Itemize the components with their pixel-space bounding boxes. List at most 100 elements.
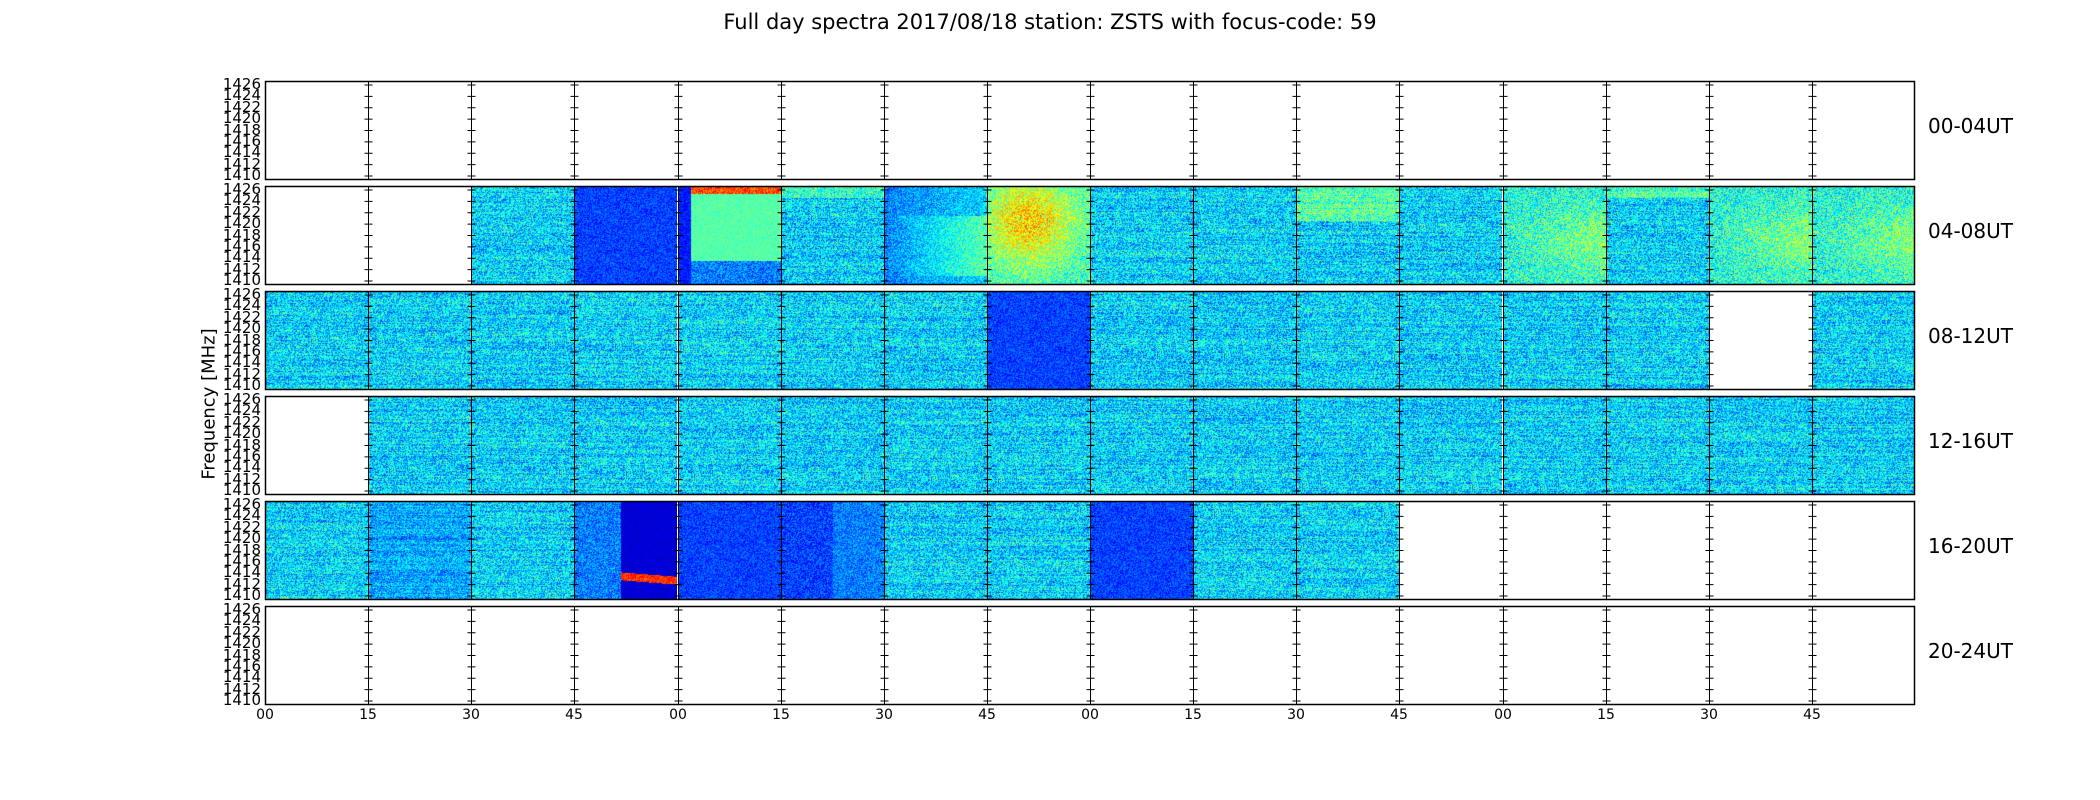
row-label: 00-04UT xyxy=(1928,114,2013,138)
y-tick-label: 1422 xyxy=(222,517,261,536)
y-tick-label: 1412 xyxy=(222,364,261,383)
spectrum-cell xyxy=(1399,291,1502,390)
spectrum-cell xyxy=(781,186,884,285)
spectrum-cell xyxy=(471,291,574,390)
y-tick-label: 1424 xyxy=(222,86,261,105)
spectrum-cell xyxy=(574,291,677,390)
spectrum-cell xyxy=(471,186,574,285)
row-frame xyxy=(264,395,1916,496)
spectrum-cell xyxy=(1399,396,1502,495)
x-tick-label: 15 xyxy=(1184,707,1202,723)
y-tick-label: 1420 xyxy=(222,319,261,338)
x-tick-label: 15 xyxy=(1597,707,1615,723)
spectrum-cell xyxy=(1812,186,1915,285)
spectrum-cell xyxy=(1812,396,1915,495)
y-tick-label: 1422 xyxy=(222,412,261,431)
x-tick-label: 00 xyxy=(256,707,274,723)
spectrum-cell xyxy=(1606,186,1709,285)
y-tick-label: 1412 xyxy=(222,679,261,698)
spectra-row xyxy=(264,500,1916,601)
y-tick-label: 1418 xyxy=(222,120,261,139)
spectrum-cell xyxy=(1296,186,1399,285)
spectra-row xyxy=(264,605,1916,706)
x-tick-label: 45 xyxy=(565,707,583,723)
y-tick-label: 1424 xyxy=(222,401,261,420)
y-tick-label: 1420 xyxy=(222,214,261,233)
spectrum-cell xyxy=(987,396,1090,495)
spectrum-cell xyxy=(368,291,471,390)
row-frame xyxy=(264,500,1916,601)
y-tick-label: 1414 xyxy=(222,353,261,372)
row-frame xyxy=(264,290,1916,391)
y-tick-label: 1414 xyxy=(222,458,261,477)
spectrum-cell xyxy=(678,396,781,495)
y-tick-label: 1426 xyxy=(222,390,261,408)
spectra-row xyxy=(264,80,1916,181)
y-tick-label: 1426 xyxy=(222,495,261,513)
spectrum-cell xyxy=(1090,396,1193,495)
row-label: 12-16UT xyxy=(1928,429,2013,453)
y-tick-label: 1416 xyxy=(222,446,261,465)
spectrum-cell xyxy=(884,186,987,285)
y-tick-label: 1414 xyxy=(222,563,261,582)
y-tick-label: 1422 xyxy=(222,97,261,116)
y-tick-label: 1426 xyxy=(222,75,261,93)
y-tick-label: 1418 xyxy=(222,645,261,664)
y-tick-label: 1416 xyxy=(222,341,261,360)
y-tick-label: 1410 xyxy=(222,481,261,499)
y-tick-label: 1424 xyxy=(222,611,261,630)
spectrum-cell xyxy=(1606,291,1709,390)
row-label: 20-24UT xyxy=(1928,639,2013,663)
y-tick-label: 1424 xyxy=(222,506,261,525)
spectrum-cell xyxy=(884,396,987,495)
spectrum-cell xyxy=(987,501,1090,600)
x-tick-label: 15 xyxy=(772,707,790,723)
spectrum-cell xyxy=(678,501,781,600)
spectrum-cell xyxy=(1193,501,1296,600)
spectrum-cell xyxy=(884,501,987,600)
y-tick-label: 1414 xyxy=(222,668,261,687)
spectrum-cell xyxy=(781,501,884,600)
y-tick-label: 1422 xyxy=(222,202,261,221)
spectrum-cell xyxy=(265,291,368,390)
y-tick-label: 1424 xyxy=(222,191,261,210)
spectrum-cell xyxy=(987,291,1090,390)
y-tick-label: 1418 xyxy=(222,435,261,454)
row-label: 08-12UT xyxy=(1928,324,2013,348)
y-tick-label: 1410 xyxy=(222,586,261,604)
spectra-row xyxy=(264,395,1916,496)
spectrum-cell xyxy=(1399,186,1502,285)
x-tick-label: 30 xyxy=(462,707,480,723)
y-tick-label: 1416 xyxy=(222,236,261,255)
y-tick-label: 1418 xyxy=(222,225,261,244)
spectrum-cell xyxy=(781,396,884,495)
y-tick-label: 1426 xyxy=(222,600,261,618)
spectrum-cell xyxy=(1296,501,1399,600)
spectrum-cell xyxy=(368,396,471,495)
spectrum-cell xyxy=(1193,396,1296,495)
x-tick-label: 00 xyxy=(1494,707,1512,723)
spectrum-cell xyxy=(1812,291,1915,390)
row-label: 16-20UT xyxy=(1928,534,2013,558)
y-tick-label: 1418 xyxy=(222,330,261,349)
spectra-row xyxy=(264,290,1916,391)
y-tick-label: 1410 xyxy=(222,271,261,289)
chart-title: Full day spectra 2017/08/18 station: ZST… xyxy=(723,10,1377,34)
spectrum-cell xyxy=(471,501,574,600)
spectrum-cell xyxy=(1193,186,1296,285)
y-tick-label: 1420 xyxy=(222,424,261,443)
x-tick-label: 45 xyxy=(1390,707,1408,723)
y-tick-label: 1414 xyxy=(222,143,261,162)
y-tick-label: 1418 xyxy=(222,540,261,559)
y-tick-label: 1412 xyxy=(222,469,261,488)
spectrum-cell xyxy=(1090,291,1193,390)
spectrum-cell xyxy=(678,186,781,285)
spectrum-cell xyxy=(1503,291,1606,390)
x-tick-label: 00 xyxy=(1081,707,1099,723)
row-frame xyxy=(264,605,1916,706)
x-tick-label: 45 xyxy=(978,707,996,723)
spectrum-cell xyxy=(1709,186,1812,285)
spectrum-cell xyxy=(987,186,1090,285)
x-tick-label: 30 xyxy=(1287,707,1305,723)
